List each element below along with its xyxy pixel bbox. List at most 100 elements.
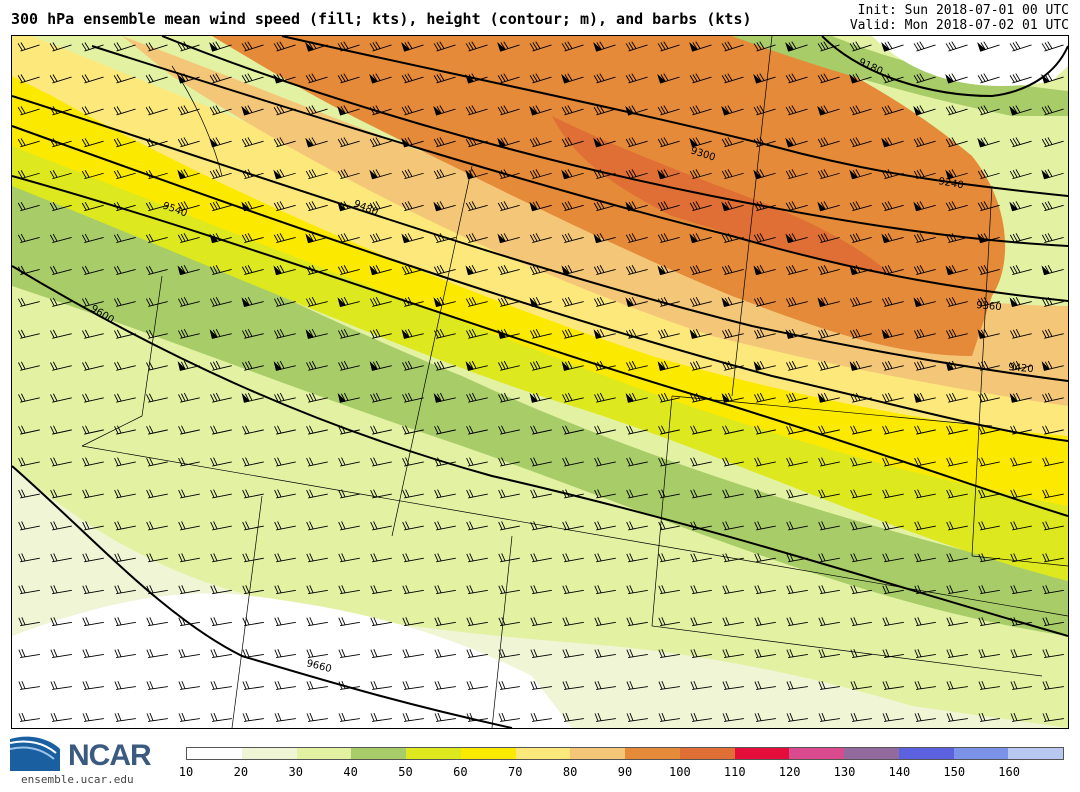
wind-barb: [721, 73, 744, 84]
wind-barb: [785, 328, 808, 339]
wind-barb: [369, 360, 392, 371]
wind-barb: [178, 425, 200, 435]
wind-barb: [594, 489, 616, 499]
wind-barb: [498, 617, 520, 627]
wind-barb: [562, 457, 584, 467]
wind-barb: [690, 680, 712, 690]
wind-barb: [625, 105, 648, 116]
wind-barb: [306, 360, 328, 371]
wind-barb: [1041, 201, 1064, 212]
wind-barb: [978, 360, 1000, 371]
wind-barb: [978, 649, 1000, 659]
wind-barb: [594, 649, 616, 659]
wind-barb: [370, 425, 392, 435]
wind-barb: [146, 457, 168, 467]
wind-barb: [305, 201, 328, 212]
wind-barb: [689, 41, 712, 52]
wind-barb: [402, 392, 424, 403]
wind-barb: [466, 392, 488, 403]
wind-barb: [882, 680, 904, 690]
wind-barb: [690, 553, 712, 563]
wind-barb: [914, 425, 936, 435]
wind-barb: [657, 105, 680, 116]
colorbar-segment: [460, 748, 516, 759]
wind-barb: [242, 553, 264, 563]
wind-barb: [1041, 169, 1064, 180]
wind-barb: [690, 521, 712, 531]
wind-barb: [114, 521, 136, 531]
wind-barb: [561, 360, 584, 371]
wind-barb: [849, 41, 872, 52]
init-time: Init: Sun 2018-07-01 00 UTC: [857, 3, 1069, 18]
wind-barb: [81, 138, 104, 148]
wind-barb: [306, 617, 328, 627]
wind-barb: [881, 41, 904, 52]
wind-barb: [338, 457, 360, 467]
wind-barb: [817, 265, 840, 275]
wind-barb: [817, 137, 840, 148]
wind-barb: [561, 328, 584, 339]
wind-barb: [82, 457, 104, 467]
wind-barb: [273, 360, 296, 371]
wind-barb: [370, 680, 392, 690]
wind-barb: [977, 137, 1000, 148]
wind-barb: [562, 489, 584, 499]
wind-barb: [529, 297, 552, 307]
wind-barb: [690, 489, 712, 499]
wind-barb: [913, 233, 936, 244]
wind-barb: [274, 585, 296, 595]
wind-barb: [529, 265, 552, 275]
wind-barb: [306, 457, 328, 467]
wind-barb: [274, 553, 296, 563]
wind-barb: [241, 201, 264, 212]
wind-barb: [274, 489, 296, 499]
wind-barb: [146, 712, 168, 722]
wind-barb: [50, 585, 72, 595]
wind-barb: [402, 712, 424, 722]
wind-barb: [946, 457, 968, 467]
wind-barbs: [17, 41, 1064, 722]
wind-barb: [1042, 680, 1064, 690]
wind-barb: [882, 360, 904, 371]
wind-barb: [338, 521, 360, 531]
wind-barb: [786, 680, 808, 690]
wind-barb: [849, 169, 872, 180]
wind-barb: [753, 297, 776, 307]
wind-barb: [242, 360, 264, 371]
colorbar-segment: [570, 748, 625, 759]
wind-barb: [977, 105, 1000, 116]
wind-barb: [530, 680, 552, 690]
wind-barb: [18, 553, 40, 563]
wind-barb: [721, 233, 744, 244]
wind-barb: [497, 328, 520, 339]
wind-barb: [273, 169, 296, 180]
wind-barb: [146, 649, 168, 659]
colorbar-tick-label: 120: [778, 765, 801, 779]
wind-barb: [529, 233, 552, 244]
wind-barb: [370, 649, 392, 659]
wind-barb: [689, 328, 712, 339]
wind-barb: [1041, 328, 1064, 339]
wind-barb: [17, 138, 40, 148]
wind-barb: [81, 265, 104, 275]
wind-barb: [753, 73, 776, 84]
wind-barb: [369, 105, 392, 116]
wind-barb: [882, 712, 904, 722]
wind-barb: [434, 360, 456, 371]
wind-barb: [561, 169, 584, 180]
wind-barb: [210, 617, 232, 627]
wind-barb: [209, 265, 232, 275]
wind-barb: [178, 680, 200, 690]
wind-barb: [305, 265, 328, 275]
wind-barb: [977, 73, 1000, 84]
wind-barb: [1010, 553, 1032, 563]
wind-barb: [562, 392, 584, 403]
colorbar-segment: [734, 748, 790, 759]
wind-barb: [497, 297, 520, 307]
wind-barb: [657, 41, 680, 52]
wind-barb: [242, 521, 264, 531]
wind-barb: [850, 425, 872, 435]
wind-barb: [337, 73, 360, 84]
wind-barb: [241, 105, 264, 116]
wind-barb: [978, 425, 1000, 435]
